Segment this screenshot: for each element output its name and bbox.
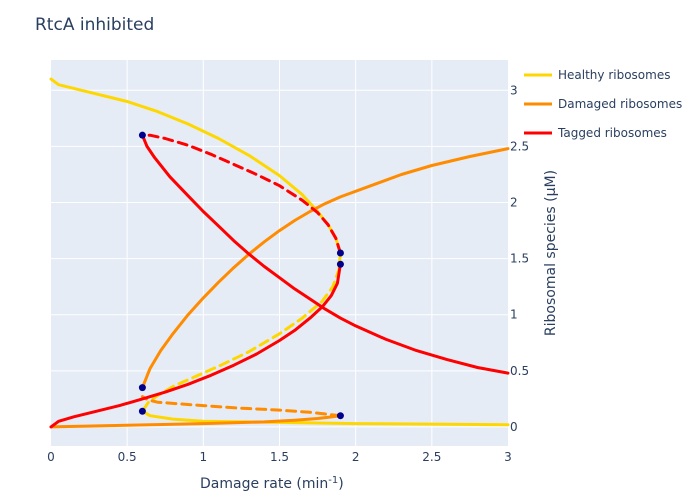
x-axis-title-superscript: -1 xyxy=(328,475,338,486)
x-tick-label: 1.5 xyxy=(270,450,289,464)
y-tick-label: 1.5 xyxy=(510,252,529,266)
bifurcation-point xyxy=(336,249,344,257)
legend-label-tagged-ribosomes: Tagged ribosomes xyxy=(557,126,667,140)
damaged-ribosomes-solid-branch xyxy=(49,414,342,429)
y-axis-title: Ribosomal species (μM) xyxy=(543,170,559,336)
x-tick-label: 2.5 xyxy=(422,450,441,464)
x-tick-label: 0 xyxy=(47,450,55,464)
bifurcation-point xyxy=(336,412,344,420)
chart-title: RtcA inhibited xyxy=(35,15,154,35)
y-tick-label: 2.5 xyxy=(510,139,529,153)
y-tick-label: 1 xyxy=(510,308,518,322)
series-layer xyxy=(49,77,510,429)
tagged-ribosomes-solid-branch xyxy=(140,133,510,375)
tagged-ribosomes-dashed-branch xyxy=(140,133,342,255)
legend: Healthy ribosomes Damaged ribosomes Tagged… xyxy=(524,68,682,140)
y-tick-label: 3 xyxy=(510,83,518,97)
x-tick-label: 0.5 xyxy=(118,450,137,464)
y-tick-labels: 0 0.5 1 1.5 2 2.5 3 xyxy=(510,83,529,434)
x-tick-label: 3 xyxy=(504,450,512,464)
grid-lines xyxy=(51,60,508,446)
tagged-ribosomes-solid-branch xyxy=(49,262,342,429)
y-tick-label: 0 xyxy=(510,420,518,434)
bifurcation-point xyxy=(336,260,344,268)
x-axis-title: Damage rate (min-1) xyxy=(200,475,344,492)
damaged-ribosomes-dashed-branch xyxy=(140,395,342,418)
x-tick-labels: 0 0.5 1 1.5 2 2.5 3 xyxy=(47,450,512,464)
bifurcation-point xyxy=(138,131,146,139)
bifurcation-point xyxy=(138,407,146,415)
x-tick-label: 1 xyxy=(200,450,208,464)
x-axis-title-main: Damage rate (min xyxy=(200,476,328,492)
damaged-ribosomes-solid-branch xyxy=(140,147,510,390)
x-axis-title-end: ) xyxy=(338,476,343,492)
bifurcation-markers xyxy=(138,131,344,420)
x-tick-label: 2 xyxy=(352,450,360,464)
y-tick-label: 2 xyxy=(510,196,518,210)
y-tick-label: 0.5 xyxy=(510,364,529,378)
bifurcation-point xyxy=(138,384,146,392)
legend-label-damaged-ribosomes: Damaged ribosomes xyxy=(558,97,682,111)
legend-label-healthy-ribosomes: Healthy ribosomes xyxy=(558,68,670,82)
